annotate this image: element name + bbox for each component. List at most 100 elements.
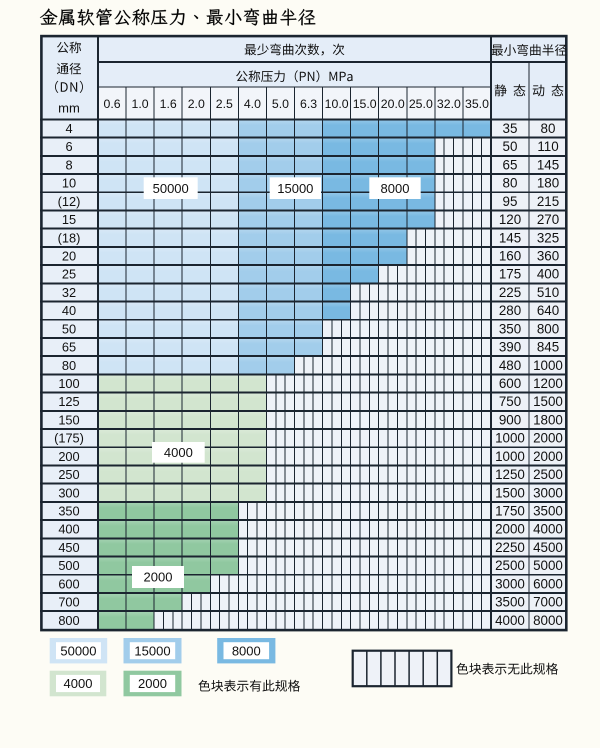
svg-text:2.0: 2.0	[188, 97, 205, 111]
svg-text:4.0: 4.0	[244, 97, 261, 111]
svg-text:5.0: 5.0	[272, 97, 289, 111]
svg-text:4000: 4000	[64, 676, 93, 691]
svg-text:360: 360	[537, 249, 559, 264]
svg-text:4500: 4500	[533, 540, 563, 555]
svg-text:25: 25	[62, 267, 76, 282]
svg-text:50000: 50000	[153, 181, 189, 196]
svg-text:10: 10	[62, 176, 76, 191]
svg-text:15.0: 15.0	[353, 97, 377, 111]
svg-text:120: 120	[499, 212, 521, 227]
svg-text:10.0: 10.0	[325, 97, 349, 111]
svg-text:350: 350	[499, 321, 521, 336]
svg-text:400: 400	[537, 267, 559, 282]
svg-text:750: 750	[499, 394, 521, 409]
svg-text:8: 8	[65, 157, 72, 172]
svg-text:480: 480	[499, 358, 521, 373]
svg-text:8000: 8000	[533, 613, 563, 628]
svg-text:20: 20	[62, 249, 76, 264]
svg-text:20.0: 20.0	[381, 97, 405, 111]
svg-text:700: 700	[58, 595, 79, 610]
svg-text:35: 35	[503, 121, 518, 136]
svg-text:6000: 6000	[533, 576, 563, 591]
svg-text:145: 145	[537, 157, 559, 172]
svg-text:65: 65	[503, 157, 518, 172]
svg-text:32.0: 32.0	[437, 97, 461, 111]
svg-text:1500: 1500	[495, 485, 525, 500]
svg-text:4000: 4000	[164, 445, 193, 460]
svg-text:900: 900	[499, 412, 521, 427]
svg-text:280: 280	[499, 303, 521, 318]
svg-text:2.5: 2.5	[216, 97, 233, 111]
svg-text:40: 40	[62, 303, 76, 318]
svg-text:250: 250	[58, 467, 79, 482]
svg-text:640: 640	[537, 303, 559, 318]
svg-text:1000: 1000	[495, 449, 525, 464]
svg-text:510: 510	[537, 285, 559, 300]
svg-text:mm: mm	[58, 101, 80, 116]
svg-text:225: 225	[499, 285, 521, 300]
svg-text:2000: 2000	[533, 431, 563, 446]
svg-text:4: 4	[65, 121, 72, 136]
svg-text:3500: 3500	[533, 504, 563, 519]
svg-text:150: 150	[58, 412, 79, 427]
svg-text:1800: 1800	[533, 412, 563, 427]
svg-text:50000: 50000	[60, 643, 96, 658]
svg-text:160: 160	[499, 249, 521, 264]
svg-text:200: 200	[58, 449, 79, 464]
svg-text:2000: 2000	[533, 449, 563, 464]
svg-text:500: 500	[58, 558, 79, 573]
svg-text:3000: 3000	[533, 485, 563, 500]
svg-text:2250: 2250	[495, 540, 525, 555]
svg-text:2000: 2000	[495, 522, 525, 537]
svg-text:3500: 3500	[495, 595, 525, 610]
svg-text:32: 32	[62, 285, 76, 300]
svg-text:1750: 1750	[495, 504, 525, 519]
svg-text:450: 450	[58, 540, 79, 555]
svg-text:15000: 15000	[134, 643, 170, 658]
svg-text:5000: 5000	[533, 558, 563, 573]
svg-text:(12): (12)	[58, 194, 81, 209]
svg-text:390: 390	[499, 340, 521, 355]
svg-text:4000: 4000	[495, 613, 525, 628]
svg-text:8000: 8000	[381, 181, 410, 196]
svg-text:15000: 15000	[277, 181, 313, 196]
svg-text:0.6: 0.6	[103, 97, 120, 111]
svg-text:7000: 7000	[533, 595, 563, 610]
svg-text:1000: 1000	[533, 358, 563, 373]
svg-text:300: 300	[58, 485, 79, 500]
svg-text:1250: 1250	[495, 467, 525, 482]
svg-text:25.0: 25.0	[409, 97, 433, 111]
svg-text:845: 845	[537, 340, 559, 355]
svg-text:1.0: 1.0	[132, 97, 149, 111]
svg-text:2500: 2500	[533, 467, 563, 482]
svg-text:2500: 2500	[495, 558, 525, 573]
svg-text:95: 95	[503, 194, 518, 209]
svg-text:80: 80	[541, 121, 556, 136]
svg-text:4000: 4000	[533, 522, 563, 537]
svg-text:65: 65	[62, 340, 76, 355]
svg-text:15: 15	[62, 212, 76, 227]
svg-text:2000: 2000	[138, 676, 167, 691]
svg-text:(175): (175)	[54, 431, 84, 446]
svg-text:2000: 2000	[144, 570, 173, 585]
svg-text:600: 600	[499, 376, 521, 391]
svg-text:100: 100	[58, 376, 79, 391]
svg-text:35.0: 35.0	[465, 97, 489, 111]
svg-text:400: 400	[58, 522, 79, 537]
svg-text:110: 110	[537, 139, 558, 154]
svg-text:50: 50	[62, 321, 76, 336]
svg-text:80: 80	[62, 358, 76, 373]
svg-text:125: 125	[58, 394, 79, 409]
svg-text:6: 6	[65, 139, 72, 154]
svg-text:145: 145	[499, 230, 521, 245]
svg-text:8000: 8000	[232, 643, 261, 658]
svg-text:180: 180	[537, 176, 559, 191]
svg-text:1200: 1200	[533, 376, 563, 391]
svg-text:1500: 1500	[533, 394, 563, 409]
svg-text:800: 800	[537, 321, 559, 336]
svg-text:600: 600	[58, 576, 79, 591]
svg-text:350: 350	[58, 504, 79, 519]
svg-text:215: 215	[537, 194, 559, 209]
svg-text:1000: 1000	[495, 431, 525, 446]
svg-text:325: 325	[537, 230, 559, 245]
